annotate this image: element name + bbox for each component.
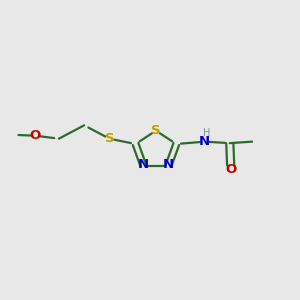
Text: N: N xyxy=(199,135,210,148)
Text: S: S xyxy=(151,124,161,137)
Text: O: O xyxy=(29,129,41,142)
Text: O: O xyxy=(225,164,236,176)
Text: N: N xyxy=(163,158,174,171)
Text: S: S xyxy=(105,132,114,145)
Text: H: H xyxy=(203,128,211,138)
Text: N: N xyxy=(138,158,149,171)
